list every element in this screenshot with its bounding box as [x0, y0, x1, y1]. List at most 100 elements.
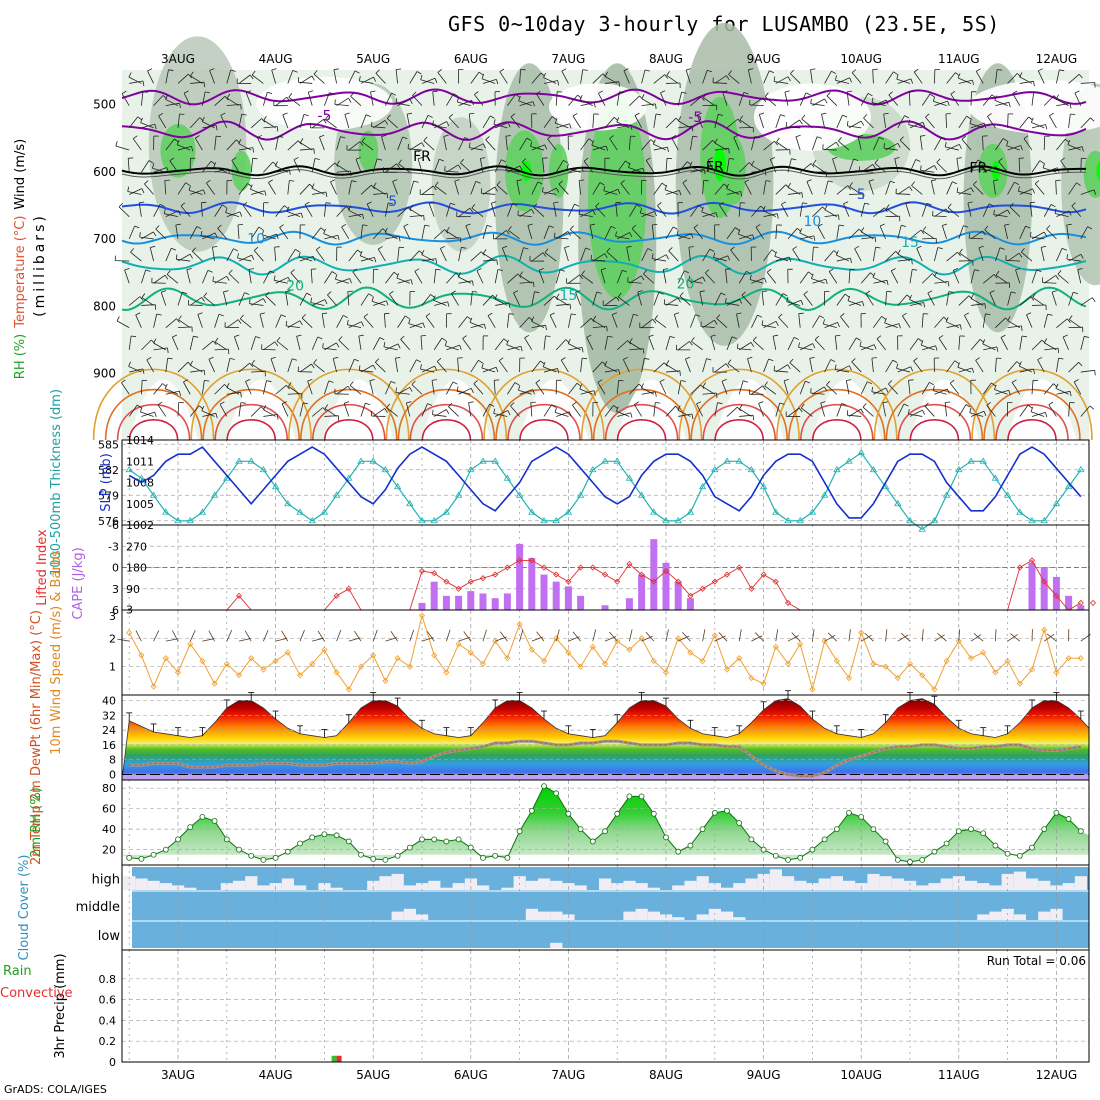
wind-barb-flag	[212, 246, 218, 248]
wind-point	[150, 683, 157, 690]
thickness-point	[467, 465, 475, 473]
wind-barb-flag	[590, 318, 595, 323]
wind-barb-flag	[325, 191, 328, 197]
rh-surface-dry	[323, 379, 394, 440]
wind-barb-flag	[618, 379, 624, 382]
wind-barb	[860, 93, 869, 106]
wind-barb	[1037, 70, 1045, 84]
rh-point	[382, 856, 389, 863]
wind-barb	[519, 137, 528, 151]
wind-barb	[1056, 358, 1059, 373]
rh-point	[528, 807, 535, 814]
wind-barb-flag	[274, 161, 278, 167]
wind-barb	[299, 183, 310, 195]
thickness-point	[381, 465, 390, 473]
wind-barb	[421, 254, 435, 262]
wind-barb-flag	[286, 96, 291, 102]
wind-barb	[481, 367, 496, 373]
wind-point	[577, 663, 584, 670]
thickness-point	[369, 457, 377, 464]
wind-barb	[897, 78, 912, 84]
wind-barb-flag	[630, 412, 633, 418]
wind-barb-flag	[164, 274, 169, 280]
wind-barb	[561, 70, 569, 84]
rh-point	[699, 826, 706, 833]
wind-barb-flag	[180, 202, 186, 207]
wind-barb-flag	[508, 302, 511, 308]
wind-barb-flag	[862, 403, 867, 408]
wind-barb	[1019, 404, 1029, 417]
cloud-high-bar	[977, 883, 990, 890]
wind-barb	[946, 360, 956, 373]
wind-barb-flag	[605, 145, 609, 151]
rh-point	[480, 854, 486, 861]
wind-barb	[873, 279, 888, 284]
wind-barb-flag	[959, 248, 963, 254]
wind-barb-flag	[625, 160, 630, 165]
wind-barb	[707, 159, 716, 173]
wind-barb-flag	[874, 159, 879, 164]
wind-barb-flag	[1006, 140, 1009, 146]
wind-barb	[747, 358, 752, 373]
wind-barb	[800, 343, 813, 351]
wind-barb	[409, 215, 424, 218]
wind-barb-flag	[409, 204, 414, 210]
li-point	[687, 592, 694, 599]
wind-barb	[517, 215, 532, 218]
wind-barb-flag	[324, 299, 328, 305]
surface-wind-barb	[281, 630, 289, 642]
wind-barb	[653, 113, 657, 128]
wind-barb	[202, 232, 216, 240]
wind-point	[943, 657, 950, 665]
wind-barb-flag	[398, 236, 401, 242]
rh-point	[760, 846, 767, 853]
wind-barb	[934, 388, 948, 395]
wind-barb	[820, 402, 825, 417]
wind-barb	[873, 207, 885, 217]
cape-tick-label: 90	[126, 583, 140, 596]
wind-barb-flag	[720, 292, 726, 296]
upper-air-ylabel: RH (%)Temperature (°C)Wind (m/s)	[13, 139, 28, 379]
wind-barb	[348, 180, 352, 195]
wind-barb-flag	[719, 201, 724, 206]
wind-barb-flag	[1030, 296, 1035, 301]
wind-barb-flag	[604, 253, 608, 259]
wind-barb	[725, 269, 728, 284]
wind-barb-flag	[875, 246, 881, 249]
wind-barb-flag	[610, 225, 616, 229]
wind-barb-flag	[1078, 74, 1083, 79]
wind-barb-flag	[805, 92, 811, 96]
rh-point	[955, 828, 962, 835]
wind-barb	[579, 388, 593, 395]
thickness-point	[430, 516, 438, 524]
wind-barb-flag	[118, 203, 123, 208]
wind-barb-flag	[773, 76, 776, 82]
surface-wind-barb	[970, 634, 982, 642]
wind-point	[980, 649, 987, 656]
cloud-high-bar	[794, 880, 807, 890]
wind-barb-flag	[728, 70, 733, 75]
surface-temperature-contour	[800, 404, 874, 441]
wind-barb-flag	[975, 68, 981, 72]
wind-barb-flag	[461, 246, 467, 249]
wind-barb	[634, 115, 642, 129]
wind-barb	[194, 137, 203, 151]
wind-barb-flag	[192, 247, 197, 252]
wind-barb	[751, 164, 764, 173]
surface-temperature-contour	[483, 368, 605, 441]
wind-barb	[313, 73, 325, 84]
wind-barb	[592, 291, 598, 306]
wind-barb	[836, 114, 843, 129]
surface-temperature-contour	[788, 388, 886, 441]
wind-barb-flag	[855, 337, 861, 341]
wind-barb-flag	[491, 201, 497, 204]
wind-barb	[359, 369, 374, 373]
wind-barb	[508, 230, 520, 240]
wind-barb	[304, 204, 313, 217]
wind-barb	[279, 227, 289, 240]
wind-barb	[995, 317, 1006, 328]
thickness-frame	[121, 439, 1090, 526]
wind-barb	[469, 322, 484, 329]
wind-barb	[872, 276, 886, 284]
